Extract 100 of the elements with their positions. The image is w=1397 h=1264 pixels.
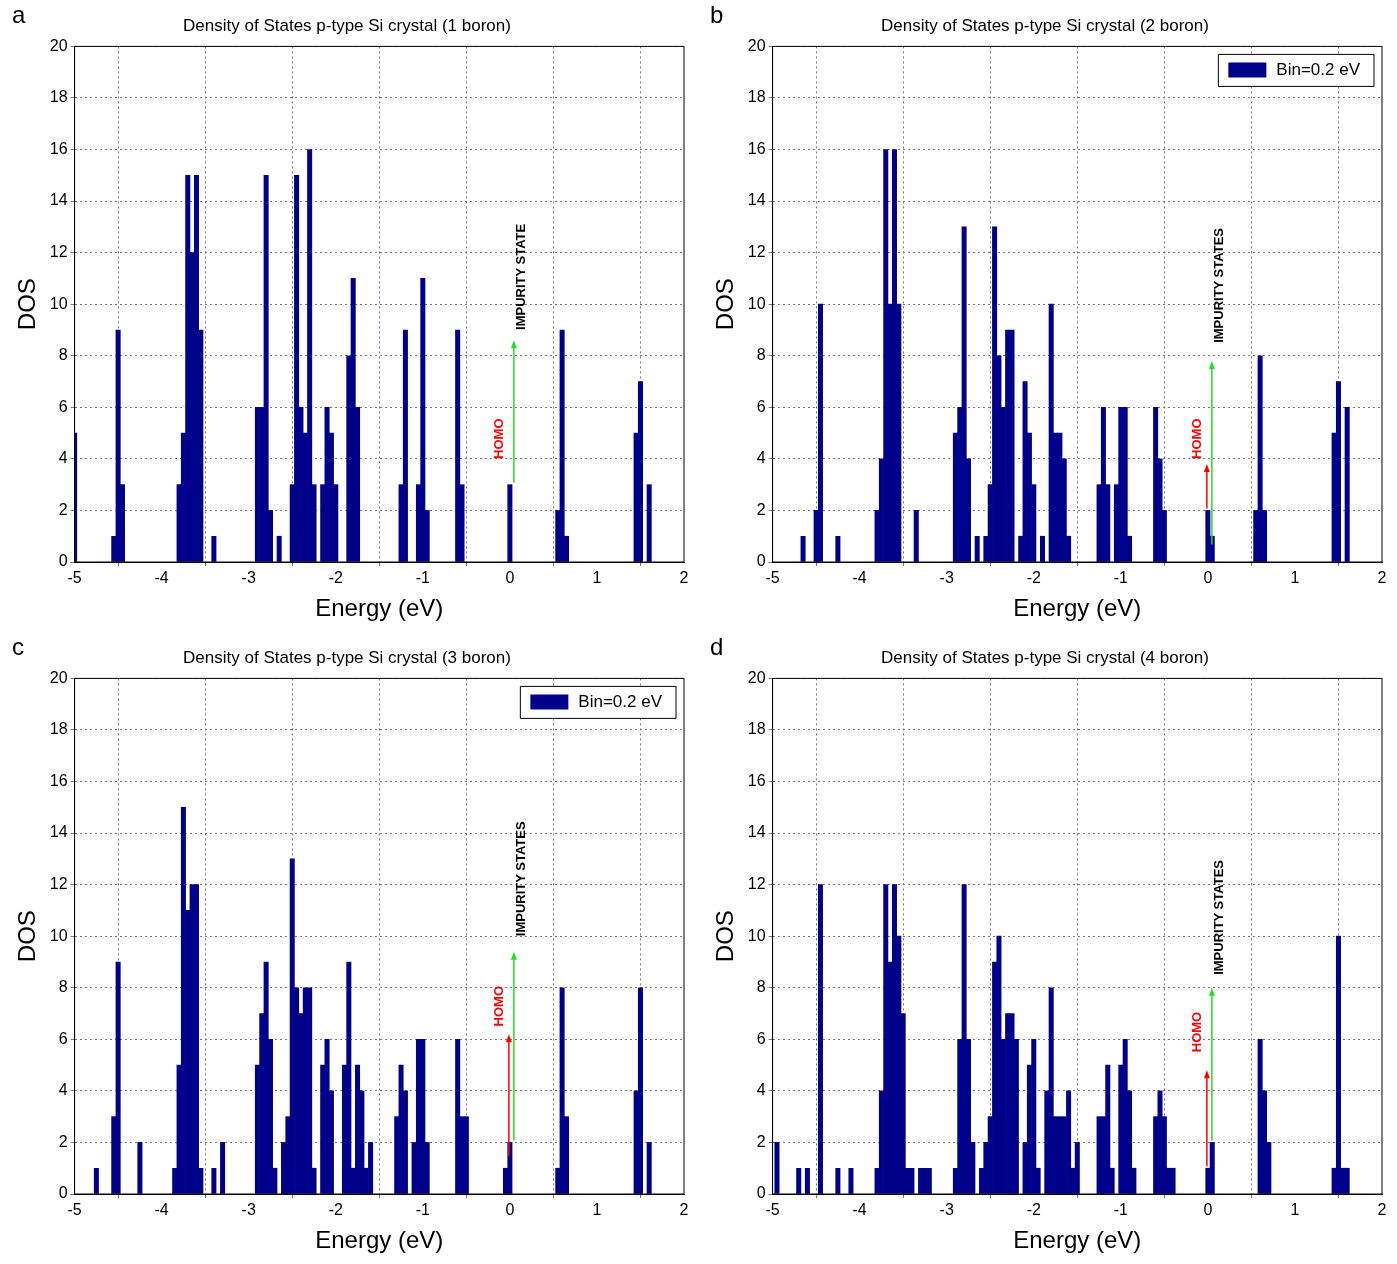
y-tick-label: 0 — [756, 552, 766, 570]
y-tick-label: 16 — [747, 771, 766, 789]
bar — [559, 987, 565, 1194]
bar — [276, 535, 282, 562]
x-tick-label: 2 — [679, 569, 689, 587]
y-tick-label: 14 — [49, 823, 68, 841]
chart-title: Density of States p-type Si crystal (4 boron) — [881, 647, 1209, 667]
y-axis-title: DOS — [711, 910, 739, 963]
y-axis-title: DOS — [711, 278, 739, 331]
text: c — [12, 632, 24, 660]
x-tick-label: 0 — [505, 1201, 515, 1219]
bar — [1170, 1167, 1176, 1194]
x-tick-label: 0 — [1203, 569, 1213, 587]
y-tick-label: 12 — [49, 875, 68, 893]
y-tick-label: 2 — [58, 1132, 68, 1150]
y-tick-label: 8 — [58, 346, 68, 364]
y-tick-label: 14 — [747, 191, 766, 209]
y-tick-label: 6 — [756, 1029, 766, 1047]
bar — [115, 329, 121, 562]
y-tick-label: 10 — [747, 294, 766, 312]
bar — [1344, 406, 1350, 562]
bar — [1105, 1064, 1111, 1194]
bar — [193, 884, 199, 1194]
bar — [926, 1167, 932, 1194]
bar — [637, 381, 643, 562]
x-tick-label: -2 — [328, 1201, 343, 1219]
bar — [307, 987, 313, 1194]
bar — [835, 535, 841, 562]
annotation: HOMO — [490, 985, 506, 1027]
x-tick-label: -5 — [67, 569, 82, 587]
bar — [637, 987, 643, 1194]
bar — [774, 1142, 780, 1194]
bar — [804, 1167, 810, 1194]
bar — [137, 1142, 143, 1194]
bar — [93, 1167, 99, 1194]
bar — [420, 278, 426, 562]
bar — [883, 149, 889, 562]
bar — [800, 535, 806, 562]
bar — [1009, 329, 1015, 562]
x-axis-title: Energy (eV) — [315, 1226, 444, 1254]
y-tick-label: 4 — [58, 449, 68, 467]
bar — [922, 1167, 928, 1194]
x-tick-label: 2 — [1377, 1201, 1387, 1219]
text: d — [710, 632, 724, 660]
bar — [1057, 1116, 1063, 1194]
y-tick-label: 12 — [747, 243, 766, 261]
x-axis-title: Energy (eV) — [1013, 594, 1142, 622]
bar — [848, 1167, 854, 1194]
x-tick-label: -1 — [1113, 569, 1129, 587]
y-tick-label: 2 — [58, 500, 68, 518]
bar — [559, 329, 565, 562]
legend-label: Bin=0.2 eV — [578, 692, 663, 712]
y-tick-label: 16 — [747, 139, 766, 157]
bar — [1335, 381, 1341, 562]
y-tick-label: 4 — [58, 1081, 68, 1099]
x-tick-label: -1 — [415, 1201, 431, 1219]
annotation: HOMO — [1188, 418, 1204, 459]
y-tick-label: 16 — [49, 771, 68, 789]
x-axis-title: Energy (eV) — [315, 594, 444, 622]
x-tick-label: 1 — [592, 1201, 602, 1219]
bar — [420, 1038, 426, 1194]
y-tick-label: 0 — [58, 1184, 68, 1202]
bar — [185, 174, 191, 562]
bar — [463, 1116, 469, 1194]
x-tick-label: 2 — [1377, 569, 1387, 587]
y-tick-label: 18 — [49, 88, 68, 106]
y-tick-label: 8 — [756, 978, 766, 996]
y-tick-label: 16 — [49, 139, 68, 157]
y-tick-label: 4 — [756, 1081, 766, 1099]
bar — [507, 484, 513, 562]
bar — [1209, 1142, 1215, 1194]
y-tick-label: 14 — [747, 823, 766, 841]
bar — [1335, 935, 1341, 1194]
bar — [996, 935, 1002, 1194]
x-tick-label: -3 — [939, 1201, 954, 1219]
y-tick-label: 8 — [756, 346, 766, 364]
annotation: HOMO — [490, 418, 506, 459]
y-tick-label: 0 — [756, 1184, 766, 1202]
bar — [646, 1142, 652, 1194]
bar — [263, 174, 269, 562]
legend-label: Bin=0.2 eV — [1276, 60, 1361, 80]
x-tick-label: -3 — [241, 1201, 256, 1219]
bar — [835, 1167, 841, 1194]
bar — [1257, 355, 1263, 562]
x-tick-label: -2 — [1026, 1201, 1041, 1219]
y-tick-label: 10 — [49, 294, 68, 312]
x-tick-label: -4 — [852, 569, 867, 587]
bar — [1057, 432, 1063, 562]
bar — [883, 884, 889, 1194]
bar — [1074, 1142, 1080, 1194]
x-tick-label: -4 — [154, 569, 169, 587]
bar — [1344, 1167, 1350, 1194]
bar — [294, 174, 300, 562]
x-tick-label: -5 — [765, 1201, 780, 1219]
bar — [115, 961, 121, 1194]
annotation: IMPURITY STATES — [1210, 227, 1226, 343]
y-tick-label: 14 — [49, 191, 68, 209]
y-tick-label: 20 — [49, 668, 68, 686]
bar — [211, 535, 217, 562]
chart-title: Density of States p-type Si crystal (1 boron) — [183, 15, 511, 35]
